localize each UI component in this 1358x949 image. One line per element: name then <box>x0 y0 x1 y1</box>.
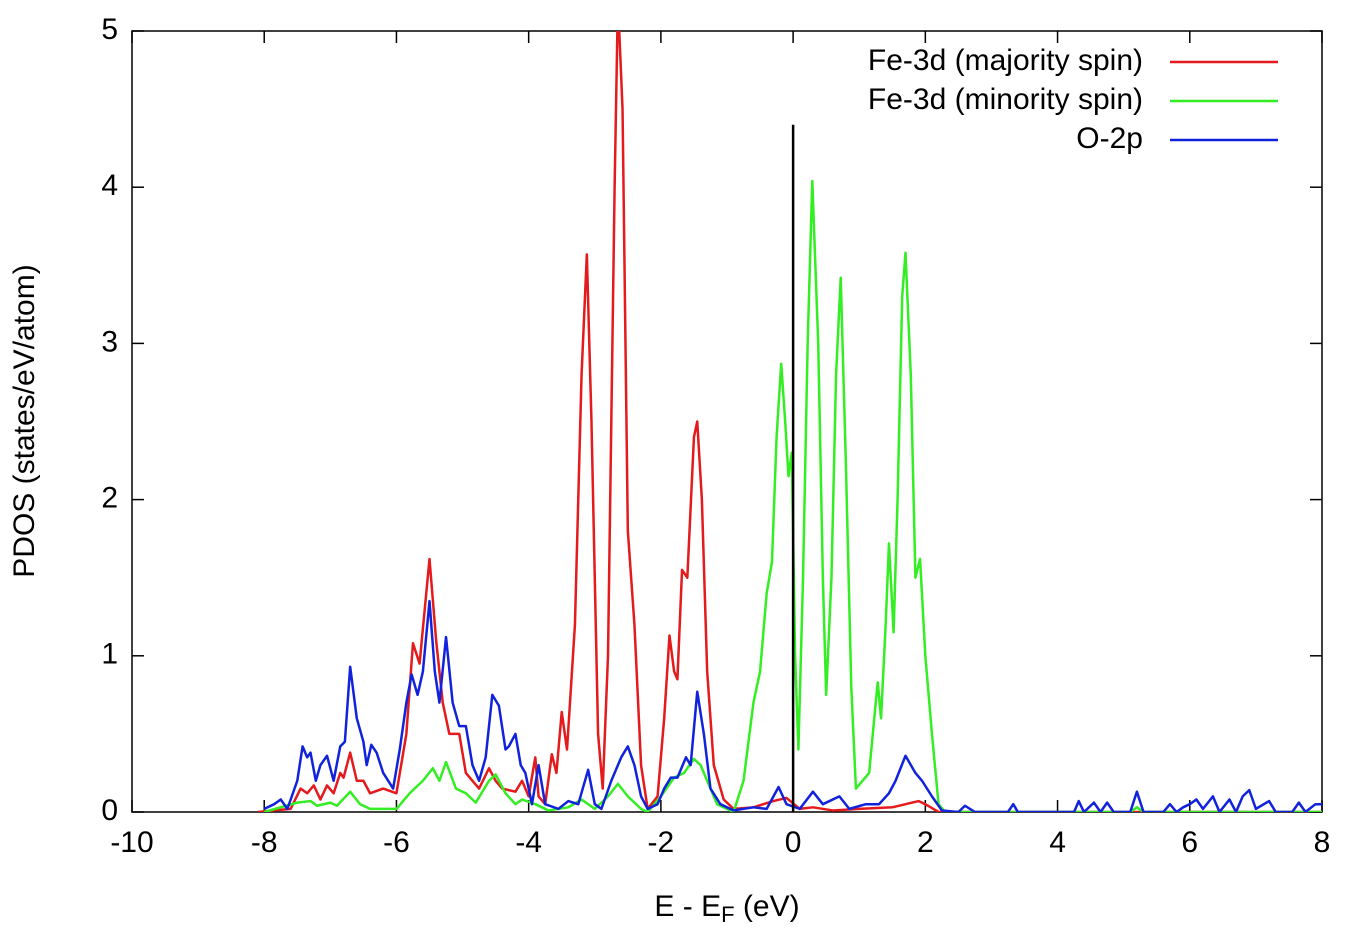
x-axis-label: E - EF (eV) <box>654 890 799 927</box>
data-line <box>263 599 1322 812</box>
y-tick-label: 2 <box>101 482 118 515</box>
y-tick-label: 3 <box>101 325 118 358</box>
plot-frame <box>131 30 1323 813</box>
data-line <box>263 179 1322 812</box>
x-axis-label-subscript: F <box>721 902 734 927</box>
legend-label: Fe-3d (minority spin) <box>868 83 1143 116</box>
x-tick-label: 2 <box>917 826 934 859</box>
x-tick-label: 0 <box>785 826 802 859</box>
x-tick-label: -4 <box>515 826 542 859</box>
x-tick-label: -6 <box>383 826 410 859</box>
x-tick-label: 6 <box>1181 826 1198 859</box>
legend-label: Fe-3d (majority spin) <box>868 44 1143 77</box>
x-tick-label: -10 <box>110 826 153 859</box>
y-tick-label: 5 <box>101 13 118 46</box>
y-tick-label: 0 <box>101 794 118 827</box>
x-axis-label-main: E - E <box>654 890 721 923</box>
x-tick-label: 8 <box>1314 826 1331 859</box>
plot-area <box>257 31 1322 812</box>
x-tick-label: -2 <box>648 826 675 859</box>
x-tick-label: 4 <box>1049 826 1066 859</box>
y-tick-label: 1 <box>101 638 118 671</box>
x-tick-label: -8 <box>251 826 278 859</box>
y-axis-label: PDOS (states/eV/atom) <box>8 264 41 577</box>
y-tick-label: 4 <box>101 169 118 202</box>
legend-label: O-2p <box>1076 122 1143 155</box>
data-line <box>257 31 1322 812</box>
x-axis-label-suffix: (eV) <box>735 890 800 923</box>
